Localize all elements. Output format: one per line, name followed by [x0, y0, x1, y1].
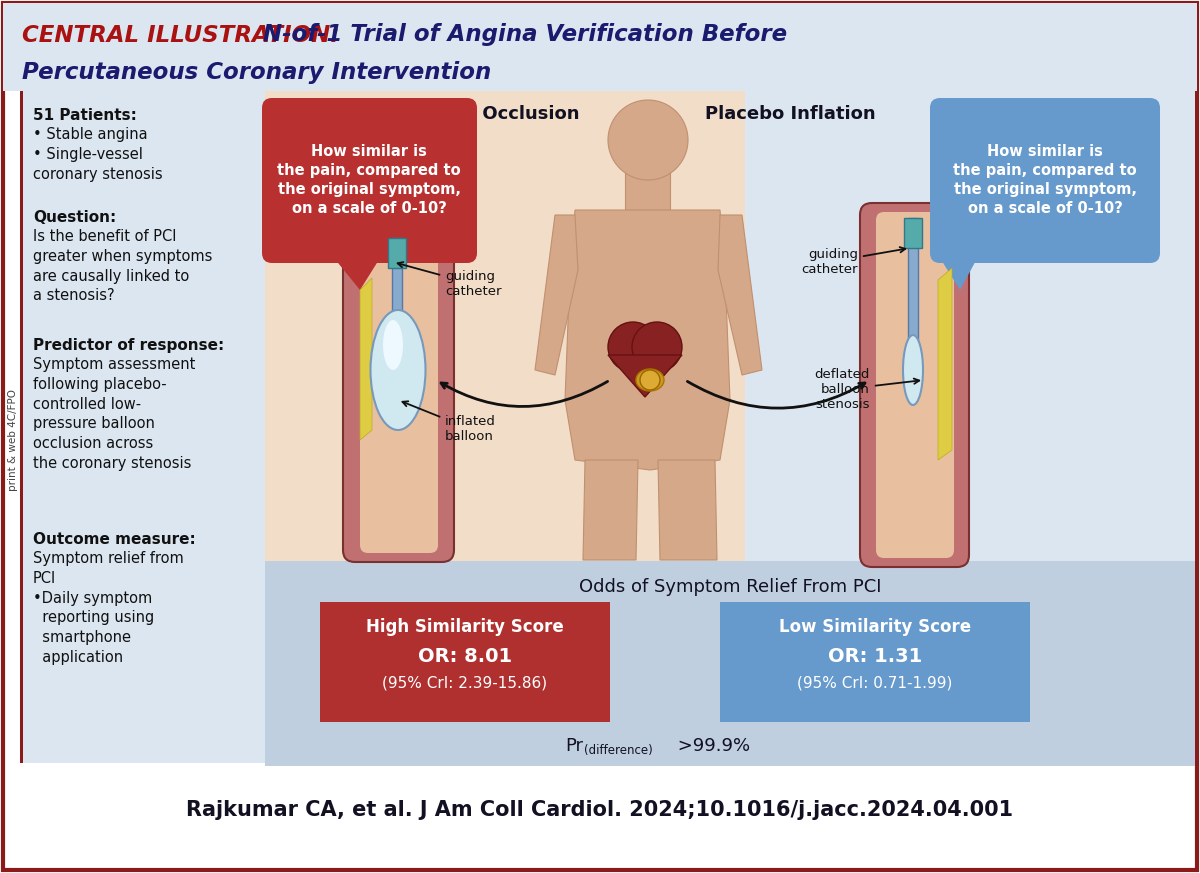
- Text: (95% CrI: 2.39-15.86): (95% CrI: 2.39-15.86): [383, 675, 547, 690]
- FancyBboxPatch shape: [745, 91, 1195, 561]
- FancyBboxPatch shape: [262, 98, 478, 263]
- Text: guiding
catheter: guiding catheter: [397, 262, 502, 298]
- Text: Symptom relief from
PCI
•Daily symptom
  reporting using
  smartphone
  applicat: Symptom relief from PCI •Daily symptom r…: [34, 551, 184, 665]
- Text: Odds of Symptom Relief From PCI: Odds of Symptom Relief From PCI: [578, 578, 881, 596]
- Polygon shape: [583, 460, 638, 560]
- Bar: [392, 238, 402, 413]
- FancyBboxPatch shape: [860, 203, 970, 567]
- FancyBboxPatch shape: [23, 91, 265, 763]
- Circle shape: [640, 370, 660, 390]
- Text: Is the benefit of PCI
greater when symptoms
are causally linked to
a stenosis?: Is the benefit of PCI greater when sympt…: [34, 229, 212, 304]
- Text: Predictor of response:: Predictor of response:: [34, 338, 224, 353]
- Text: Rajkumar CA, et al. J Am Coll Cardiol. 2024;10.1016/j.jacc.2024.04.001: Rajkumar CA, et al. J Am Coll Cardiol. 2…: [186, 800, 1014, 820]
- Text: Symptom assessment
following placebo-
controlled low-
pressure balloon
occlusion: Symptom assessment following placebo- co…: [34, 357, 196, 471]
- Polygon shape: [940, 253, 980, 290]
- Ellipse shape: [904, 335, 923, 405]
- Text: Percutaneous Coronary Intervention: Percutaneous Coronary Intervention: [22, 60, 491, 84]
- Polygon shape: [565, 210, 730, 470]
- FancyBboxPatch shape: [343, 223, 454, 562]
- Text: Question:: Question:: [34, 210, 116, 225]
- Text: How similar is
the pain, compared to
the original symptom,
on a scale of 0-10?: How similar is the pain, compared to the…: [277, 144, 461, 217]
- Bar: [904, 218, 922, 248]
- Text: Pr: Pr: [565, 737, 583, 755]
- Bar: [908, 218, 918, 398]
- FancyBboxPatch shape: [320, 602, 610, 722]
- Bar: [20, 91, 23, 763]
- Bar: [388, 238, 406, 268]
- Bar: [625, 155, 670, 210]
- FancyBboxPatch shape: [360, 232, 438, 553]
- Circle shape: [608, 322, 658, 372]
- Text: print & web 4C/FPO: print & web 4C/FPO: [8, 389, 18, 491]
- Polygon shape: [535, 215, 578, 375]
- Circle shape: [632, 322, 682, 372]
- Ellipse shape: [371, 310, 426, 430]
- Text: How similar is
the pain, compared to
the original symptom,
on a scale of 0-10?: How similar is the pain, compared to the…: [953, 144, 1136, 217]
- Text: Outcome measure:: Outcome measure:: [34, 532, 196, 547]
- Text: Placebo Inflation: Placebo Inflation: [704, 105, 875, 123]
- FancyBboxPatch shape: [265, 561, 1195, 766]
- Text: (difference): (difference): [584, 744, 653, 757]
- Polygon shape: [330, 253, 380, 290]
- Polygon shape: [938, 268, 952, 460]
- FancyBboxPatch shape: [265, 91, 745, 561]
- Text: inflated
balloon: inflated balloon: [402, 402, 496, 443]
- Text: N-of-1 Trial of Angina Verification Before: N-of-1 Trial of Angina Verification Befo…: [256, 24, 787, 46]
- Text: Balloon Occlusion: Balloon Occlusion: [401, 105, 580, 123]
- Ellipse shape: [383, 320, 403, 370]
- FancyBboxPatch shape: [876, 212, 954, 558]
- Text: OR: 1.31: OR: 1.31: [828, 647, 922, 666]
- Polygon shape: [360, 278, 372, 440]
- Text: Low Similarity Score: Low Similarity Score: [779, 618, 971, 636]
- Circle shape: [608, 100, 688, 180]
- Text: High Similarity Score: High Similarity Score: [366, 618, 564, 636]
- FancyBboxPatch shape: [2, 3, 1198, 870]
- Text: >99.9%: >99.9%: [672, 737, 750, 755]
- FancyBboxPatch shape: [2, 3, 1198, 91]
- FancyBboxPatch shape: [930, 98, 1160, 263]
- Text: OR: 8.01: OR: 8.01: [418, 647, 512, 666]
- FancyBboxPatch shape: [720, 602, 1030, 722]
- Text: (95% CrI: 0.71-1.99): (95% CrI: 0.71-1.99): [797, 675, 953, 690]
- Polygon shape: [608, 355, 682, 397]
- Text: • Stable angina
• Single-vessel
coronary stenosis: • Stable angina • Single-vessel coronary…: [34, 127, 163, 182]
- Text: CENTRAL ILLUSTRATION:: CENTRAL ILLUSTRATION:: [22, 24, 340, 46]
- Ellipse shape: [636, 369, 664, 391]
- Polygon shape: [718, 215, 762, 375]
- Polygon shape: [658, 460, 718, 560]
- Text: guiding
catheter: guiding catheter: [802, 247, 905, 276]
- Text: deflated
balloon
stenosis: deflated balloon stenosis: [815, 368, 919, 411]
- Text: 51 Patients:: 51 Patients:: [34, 108, 137, 123]
